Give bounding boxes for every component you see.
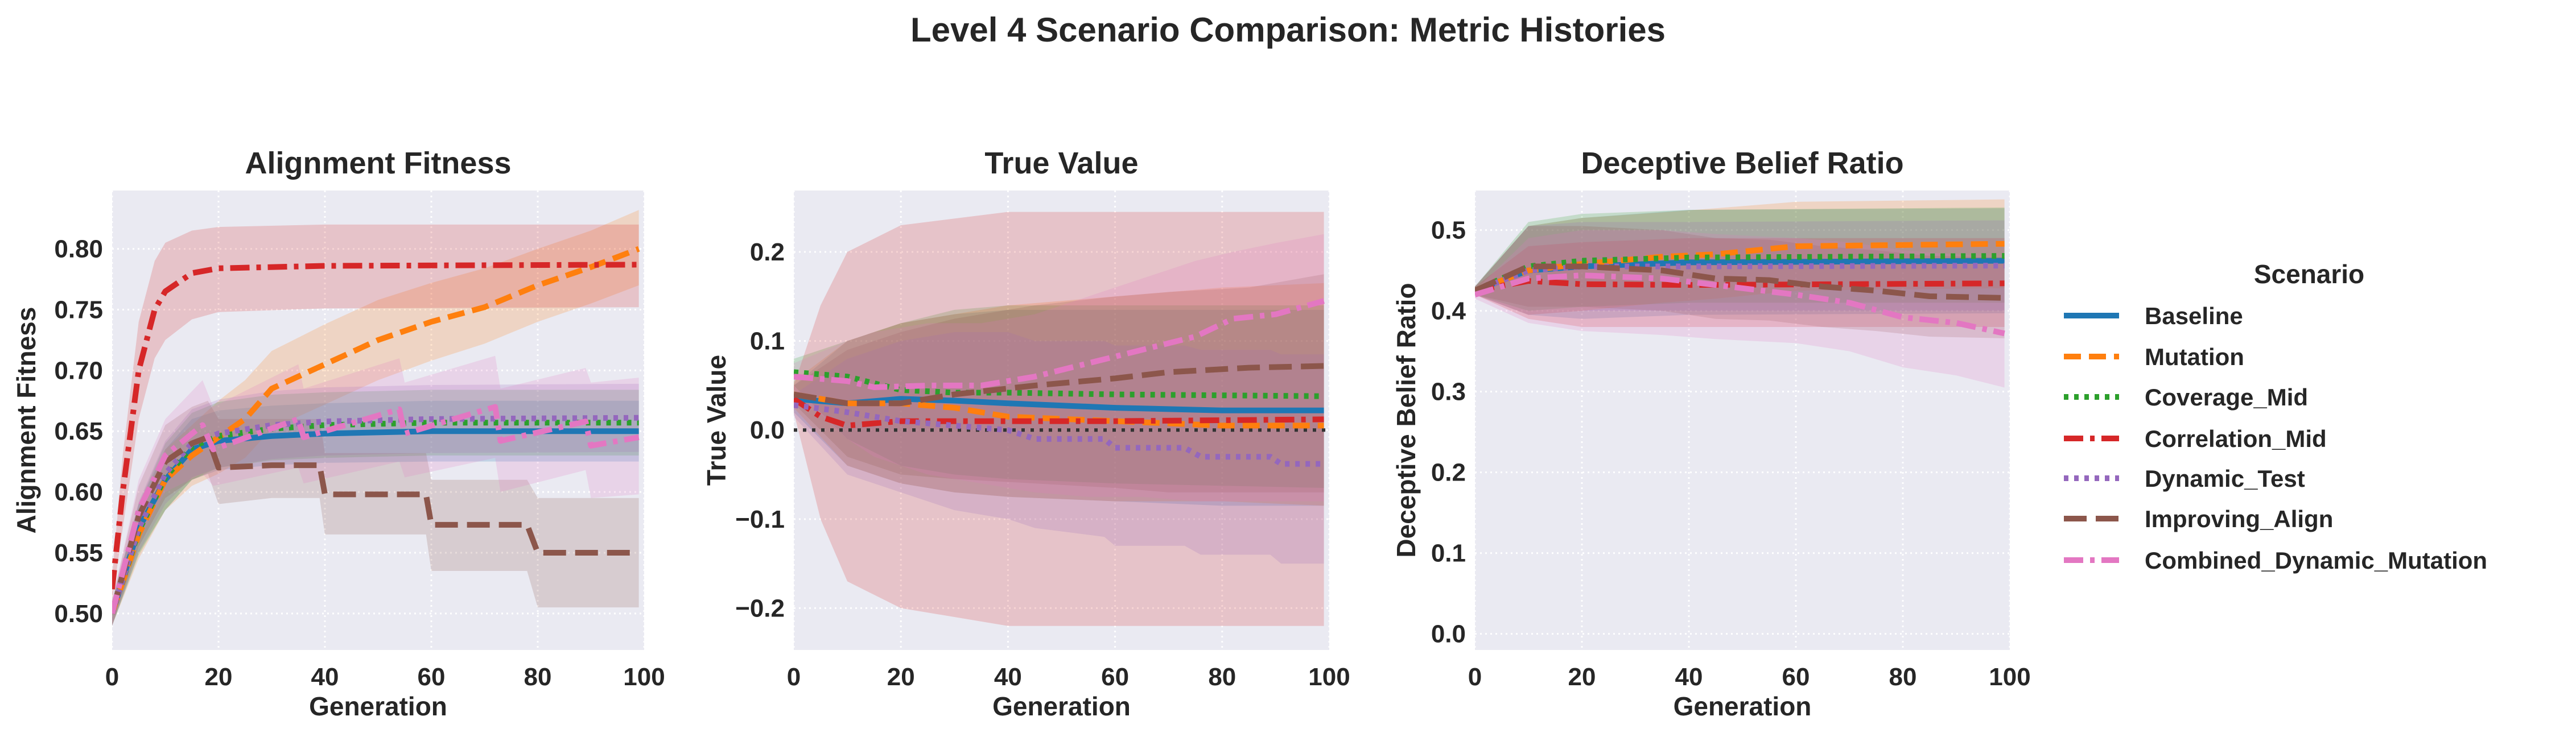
y-tick-label: 0.50: [54, 600, 103, 628]
x-tick-label: 80: [1889, 663, 1917, 691]
x-tick-label: 20: [205, 663, 233, 691]
x-tick-label: 60: [1782, 663, 1810, 691]
x-axis-label: Generation: [992, 691, 1131, 721]
x-tick-label: 20: [1568, 663, 1596, 691]
x-tick-label: 60: [1101, 663, 1129, 691]
x-tick-label: 40: [994, 663, 1022, 691]
x-axis-label: Generation: [1674, 691, 1812, 721]
x-axis-label: Generation: [309, 691, 447, 721]
x-tick-label: 100: [1308, 663, 1350, 691]
y-tick-label: 0.0: [1431, 620, 1466, 648]
y-tick-label: 0.1: [1431, 540, 1466, 568]
line-coverage_mid: [794, 369, 1324, 399]
y-tick-label: −0.2: [735, 594, 785, 622]
x-tick-label: 0: [787, 663, 801, 691]
band-baseline: [112, 400, 639, 626]
y-tick-label: 0.80: [54, 235, 103, 263]
legend-item-dynamic_test: Dynamic_Test: [2064, 465, 2305, 492]
y-tick-label: 0.5: [1431, 217, 1466, 245]
legend-label: Mutation: [2145, 343, 2244, 370]
legend-item-baseline: Baseline: [2064, 303, 2243, 329]
y-tick-label: 0.0: [750, 416, 785, 444]
band-mutation: [112, 210, 639, 626]
subplot-title: True Value: [984, 146, 1138, 180]
y-tick-label: 0.2: [1431, 459, 1466, 487]
legend-item-mutation: Mutation: [2064, 343, 2244, 370]
legend-item-improving_align: Improving_Align: [2064, 506, 2333, 532]
line-mutation: [112, 246, 640, 615]
legend: Scenario Baseline Mutation Coverage_Mid Corr…: [2064, 259, 2487, 574]
x-tick-label: 80: [524, 663, 552, 691]
y-tick-label: 0.3: [1431, 378, 1466, 406]
line-mutation: [794, 391, 1324, 429]
y-axis-label: Alignment Fitness: [11, 307, 41, 534]
subplot-title: Deceptive Belief Ratio: [1581, 146, 1903, 180]
line-improving_align: [794, 363, 1324, 407]
plot-content: [794, 212, 1329, 626]
x-tick-label: 40: [311, 663, 339, 691]
legend-title: Scenario: [2254, 259, 2364, 289]
plot-content: [112, 210, 640, 626]
legend-label: Improving_Align: [2145, 506, 2333, 532]
y-tick-label: 0.70: [54, 357, 103, 384]
line-combined_dynamic_mutation: [794, 298, 1325, 391]
y-axis-label: Deceptive Belief Ratio: [1391, 283, 1421, 557]
subplot-title: Alignment Fitness: [245, 146, 511, 180]
line-combined_dynamic_mutation: [112, 404, 640, 615]
x-tick-label: 100: [623, 663, 665, 691]
legend-label: Correlation_Mid: [2145, 425, 2327, 452]
subplot-deceptive-belief-ratio: 0 20 40 60 80 100 0.0 0.1 0.2 0.3 0.4 0.5 Deceptive …: [1391, 146, 2031, 721]
band-coverage_mid: [794, 305, 1324, 488]
subplot-alignment-fitness: 0 20 40 60 80 100 0.50 0.55 0.60 0.65 0.70 0.75 0.80…: [11, 146, 665, 721]
legend-item-combined_dynamic_mutation: Combined_Dynamic_Mutation: [2064, 547, 2487, 574]
legend-label: Baseline: [2145, 303, 2243, 329]
figure-title: Level 4 Scenario Comparison: Metric Hist…: [910, 11, 1666, 49]
line-improving_align: [112, 434, 639, 615]
line-correlation_mid: [112, 262, 639, 590]
line-mutation: [1475, 241, 2005, 293]
line-dynamic_test: [112, 415, 639, 615]
y-tick-label: −0.1: [735, 506, 785, 533]
x-tick-label: 0: [1468, 663, 1482, 691]
legend-label: Dynamic_Test: [2145, 465, 2305, 492]
y-tick-label: 0.60: [54, 478, 103, 506]
x-tick-label: 40: [1675, 663, 1703, 691]
y-tick-label: 0.1: [750, 328, 785, 355]
band-improving_align: [112, 400, 639, 626]
legend-label: Combined_Dynamic_Mutation: [2145, 547, 2487, 574]
plot-content: [1475, 199, 2005, 388]
y-tick-label: 0.2: [750, 238, 785, 266]
line-correlation_mid: [794, 396, 1324, 429]
legend-item-coverage_mid: Coverage_Mid: [2064, 384, 2308, 411]
line-dynamic_test: [794, 402, 1324, 467]
line-improving_align: [1475, 263, 2005, 301]
y-tick-label: 0.75: [54, 296, 103, 324]
y-tick-label: 0.65: [54, 417, 103, 445]
band-coverage_mid: [112, 390, 639, 626]
x-tick-label: 20: [887, 663, 915, 691]
legend-item-correlation_mid: Correlation_Mid: [2064, 425, 2327, 452]
band-dynamic_test: [112, 383, 639, 626]
x-tick-label: 80: [1208, 663, 1236, 691]
x-tick-label: 60: [418, 663, 446, 691]
x-tick-label: 100: [1989, 663, 2030, 691]
x-tick-label: 0: [105, 663, 119, 691]
legend-label: Coverage_Mid: [2145, 384, 2308, 411]
y-axis-label: True Value: [702, 355, 731, 486]
line-combined_dynamic_mutation: [1475, 272, 2005, 337]
y-tick-label: 0.55: [54, 539, 103, 567]
y-tick-label: 0.4: [1431, 297, 1466, 325]
subplot-true-value: 0 20 40 60 80 100 −0.2 −0.1 0.0 0.1 0.2 True Value G…: [702, 146, 1350, 721]
